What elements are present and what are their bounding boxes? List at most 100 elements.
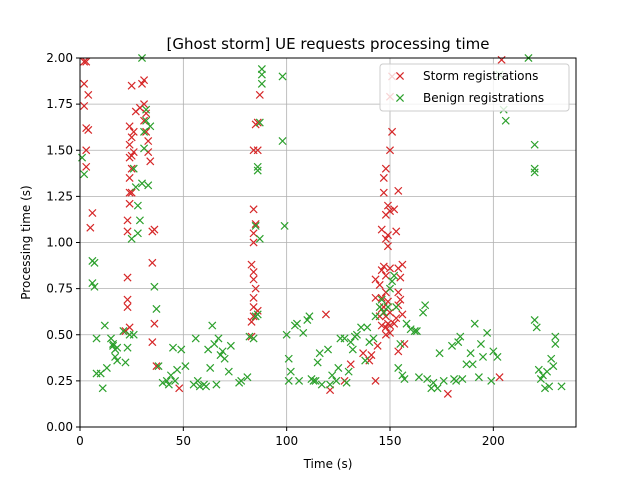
data-point [133, 229, 142, 238]
data-point [253, 166, 262, 175]
data-point [125, 199, 134, 208]
data-point [144, 181, 153, 190]
data-point [284, 376, 293, 385]
data-point [237, 376, 246, 385]
data-point [123, 273, 132, 282]
data-point [127, 188, 136, 197]
data-point [90, 282, 99, 291]
data-point [373, 341, 382, 350]
x-axis: 0 50 100 150 200 [76, 427, 505, 448]
data-point [497, 55, 506, 64]
data-point [247, 317, 256, 326]
legend-box [379, 63, 570, 112]
data-point [253, 118, 262, 127]
data-point [369, 334, 378, 343]
data-point [253, 310, 262, 319]
data-point [295, 376, 304, 385]
data-point [255, 90, 264, 99]
data-point [334, 363, 343, 372]
data-point [303, 315, 312, 325]
data-point [344, 367, 353, 376]
data-point [142, 109, 151, 118]
data-point [381, 323, 390, 332]
data-point [429, 378, 438, 387]
data-point [84, 90, 93, 99]
data-point [257, 70, 266, 79]
x-tick-label: 200 [482, 434, 505, 448]
data-point [140, 144, 149, 153]
data-point [255, 118, 264, 127]
data-point [456, 332, 465, 341]
data-point [398, 260, 407, 269]
data-point [340, 334, 349, 343]
data-point [530, 315, 539, 325]
data-point [135, 216, 144, 225]
data-point [299, 328, 308, 337]
data-point [547, 354, 556, 363]
data-point [100, 321, 109, 330]
data-point [359, 349, 368, 358]
data-point [551, 339, 560, 348]
data-point [394, 363, 403, 372]
data-point [181, 362, 190, 371]
data-point [313, 358, 322, 367]
x-tick-label: 100 [275, 434, 298, 448]
data-point [342, 378, 351, 387]
data-point [109, 341, 118, 350]
data-point [489, 347, 498, 356]
data-point [419, 308, 428, 317]
data-point [249, 334, 258, 343]
data-points [78, 53, 566, 398]
data-point [121, 358, 130, 367]
data-point [483, 328, 492, 337]
data-point [470, 319, 479, 328]
data-point [82, 146, 91, 155]
data-point [123, 343, 132, 352]
data-point [439, 376, 448, 385]
data-point [466, 349, 475, 358]
data-point [177, 345, 186, 354]
data-point [224, 367, 233, 376]
data-point [137, 79, 147, 88]
data-point [278, 137, 287, 146]
data-point [253, 306, 262, 315]
data-point [326, 380, 335, 389]
data-point [385, 146, 395, 155]
data-point [243, 373, 252, 382]
chart-title: [Ghost storm] UE requests processing tim… [167, 35, 490, 53]
data-point [377, 293, 386, 302]
data-point [390, 205, 399, 214]
data-point [245, 332, 254, 341]
data-point [80, 79, 89, 88]
data-point [495, 373, 504, 382]
data-point [532, 323, 541, 332]
data-point [530, 140, 539, 149]
data-point [253, 146, 262, 155]
data-point [549, 362, 558, 371]
data-point [383, 242, 392, 251]
data-point [385, 321, 395, 330]
legend-marker-glyph [395, 71, 405, 81]
data-point [249, 205, 258, 214]
data-point [375, 303, 384, 312]
data-point [249, 275, 258, 284]
data-point [92, 334, 101, 343]
data-point [131, 183, 140, 192]
data-point [530, 164, 539, 173]
data-point [171, 376, 180, 385]
data-point [191, 334, 200, 343]
data-point [82, 162, 91, 171]
data-point [381, 234, 390, 243]
data-point [142, 116, 151, 125]
data-point [474, 373, 483, 382]
y-tick-label: 1.25 [46, 189, 73, 203]
data-point [305, 312, 314, 321]
data-point [410, 327, 419, 336]
y-tick-label: 2.00 [46, 51, 73, 65]
data-point [111, 352, 120, 361]
data-point [129, 148, 138, 157]
data-point [86, 223, 95, 232]
data-point [478, 352, 488, 361]
data-point [427, 384, 436, 393]
